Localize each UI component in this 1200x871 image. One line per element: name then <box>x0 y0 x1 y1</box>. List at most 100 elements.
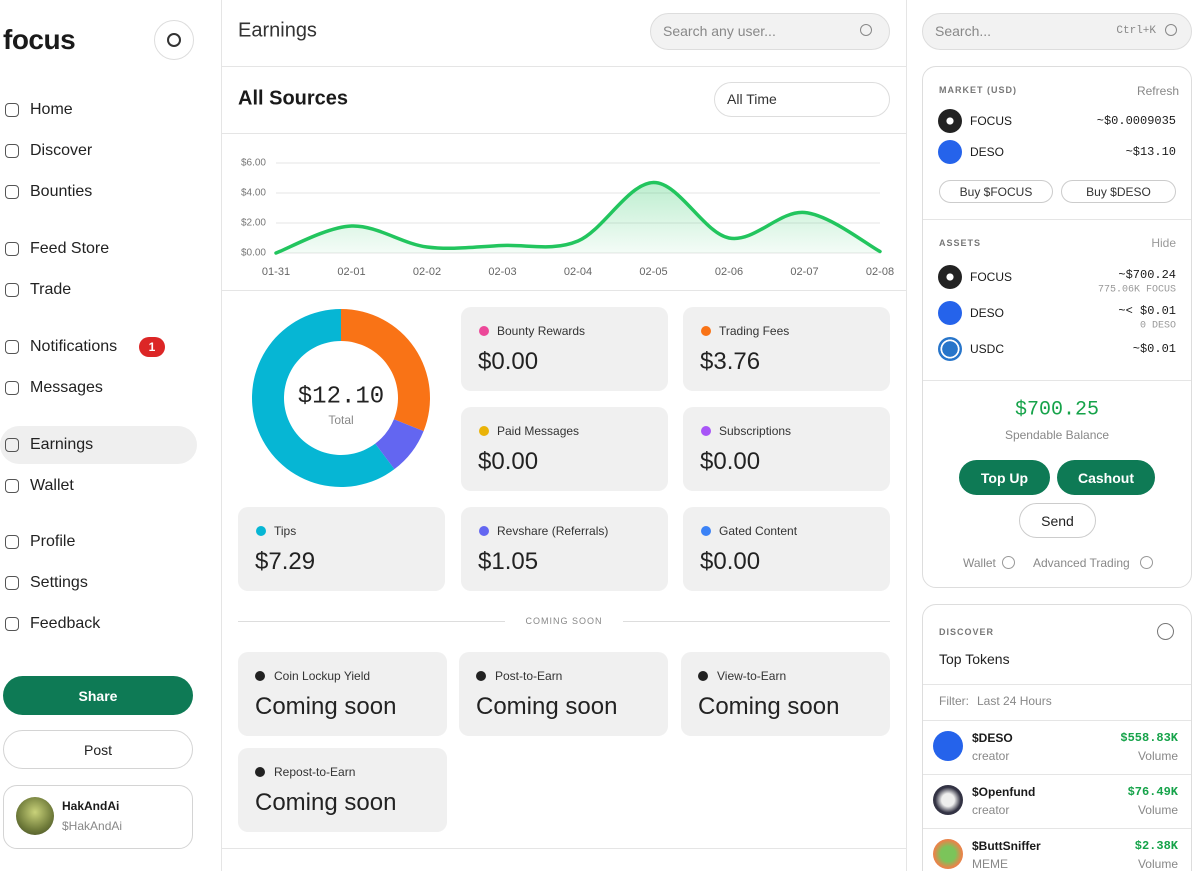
x-tick-label: 02-05 <box>639 266 667 278</box>
earning-label: Paid Messages <box>497 424 580 438</box>
coming-soon-card <box>459 652 668 736</box>
nav-icon <box>5 381 19 395</box>
x-tick-label: 02-04 <box>564 266 592 278</box>
feature-status: Coming soon <box>698 693 840 720</box>
balance-amount: $700.25 <box>1014 398 1100 422</box>
y-tick-label: $4.00 <box>241 188 266 199</box>
time-select-label: All Time <box>727 91 777 107</box>
section-label: DISCOVER <box>939 627 995 637</box>
share-button[interactable]: Share <box>3 676 193 715</box>
earning-label: Trading Fees <box>719 324 790 338</box>
legend-dot <box>701 326 711 336</box>
feature-name: Post-to-Earn <box>495 669 563 683</box>
nav-icon <box>5 535 19 549</box>
nav-icon <box>5 185 19 199</box>
send-button[interactable]: Send <box>1019 503 1096 538</box>
coming-soon-card <box>681 652 890 736</box>
nav-item[interactable]: Discover <box>30 142 93 159</box>
page-title: Earnings <box>238 19 317 42</box>
section-label: MARKET (USD) <box>939 85 1017 95</box>
divider <box>623 621 890 622</box>
section-title: All Sources <box>238 87 349 110</box>
token-type: creator <box>972 749 1010 763</box>
buy-button[interactable]: Buy $FOCUS <box>939 180 1053 203</box>
earning-value: $7.29 <box>255 548 316 575</box>
divider <box>238 621 505 622</box>
buy-button[interactable]: Buy $DESO <box>1061 180 1176 203</box>
search-icon <box>860 24 872 36</box>
nav-icon <box>5 617 19 631</box>
token-icon <box>938 265 962 289</box>
trading-link[interactable]: Advanced Trading <box>1033 556 1130 570</box>
feature-name: Coin Lockup Yield <box>274 669 371 683</box>
post-button[interactable]: Post <box>3 730 193 769</box>
earning-card <box>461 507 668 591</box>
divider <box>222 66 906 67</box>
theme-toggle[interactable] <box>154 20 194 60</box>
nav-item[interactable]: Earnings <box>30 436 94 453</box>
x-tick-label: 02-02 <box>413 266 441 278</box>
cashout-button[interactable]: Cashout <box>1057 460 1155 495</box>
x-tick-label: 02-03 <box>488 266 516 278</box>
nav-icon <box>5 340 19 354</box>
divider <box>923 219 1191 220</box>
token-name[interactable]: $Openfund <box>972 785 1036 799</box>
asset-value: ~$0.01 <box>1132 342 1176 356</box>
feature-status: Coming soon <box>255 693 397 720</box>
nav-item[interactable]: Settings <box>30 574 88 591</box>
nav-item[interactable]: Feedback <box>30 615 101 632</box>
nav-item[interactable]: Bounties <box>30 183 93 200</box>
nav-item[interactable]: Profile <box>30 533 76 550</box>
nav-icon <box>5 438 19 452</box>
earning-value: $0.00 <box>478 448 539 475</box>
search-box[interactable] <box>650 13 890 50</box>
nav-item[interactable]: Notifications <box>30 338 118 355</box>
legend-dot <box>701 426 711 436</box>
nav-item[interactable]: Home <box>30 101 73 118</box>
filter-value[interactable]: Last 24 Hours <box>977 694 1052 708</box>
section-label: COMING SOON <box>525 616 603 626</box>
hide-button[interactable]: Hide <box>1151 236 1176 250</box>
asset-name: USDC <box>970 342 1005 356</box>
earning-value: $0.00 <box>700 448 761 475</box>
asset-name: FOCUS <box>970 270 1012 284</box>
earning-label: Revshare (Referrals) <box>497 524 609 538</box>
token-volume-label: Volume <box>1137 803 1178 817</box>
status-dot <box>476 671 486 681</box>
token-icon <box>938 337 962 361</box>
legend-dot <box>256 526 266 536</box>
earning-card <box>461 307 668 391</box>
search-placeholder: Search... <box>935 23 992 39</box>
token-selector[interactable]: Top Tokens <box>939 651 1010 667</box>
nav-item[interactable]: Trade <box>30 281 72 298</box>
nav-icon <box>5 576 19 590</box>
time-select[interactable] <box>714 82 890 117</box>
y-tick-label: $2.00 <box>241 218 266 229</box>
notification-badge[interactable]: 1 <box>139 337 165 357</box>
asset-value: ~< $0.01 <box>1118 304 1176 318</box>
token-volume-label: Volume <box>1137 857 1178 871</box>
nav-item[interactable]: Messages <box>30 379 103 396</box>
shortcut: Ctrl+K <box>1116 25 1156 37</box>
nav-item[interactable]: Feed Store <box>30 240 110 257</box>
nav-item[interactable]: Wallet <box>30 477 74 494</box>
earning-card <box>683 407 890 491</box>
feature-name: View-to-Earn <box>717 669 787 683</box>
divider <box>222 290 906 291</box>
token-name[interactable]: $DESO <box>972 731 1013 745</box>
search-box[interactable] <box>922 13 1192 50</box>
wallet-link[interactable]: Wallet <box>963 556 996 570</box>
status-dot <box>698 671 708 681</box>
info-icon <box>1157 623 1174 640</box>
info-icon <box>1002 556 1015 569</box>
token-icon <box>933 839 963 869</box>
user-card[interactable] <box>3 785 193 849</box>
refresh-button[interactable]: Refresh <box>1136 84 1179 98</box>
filter-label: Filter: <box>939 694 969 708</box>
divider <box>906 0 907 871</box>
token-name[interactable]: $ButtSniffer <box>972 839 1041 853</box>
top-up-button[interactable]: Top Up <box>959 460 1050 495</box>
user-name: HakAndAi <box>62 799 120 813</box>
x-tick-label: 02-01 <box>337 266 365 278</box>
token-icon <box>933 731 963 761</box>
